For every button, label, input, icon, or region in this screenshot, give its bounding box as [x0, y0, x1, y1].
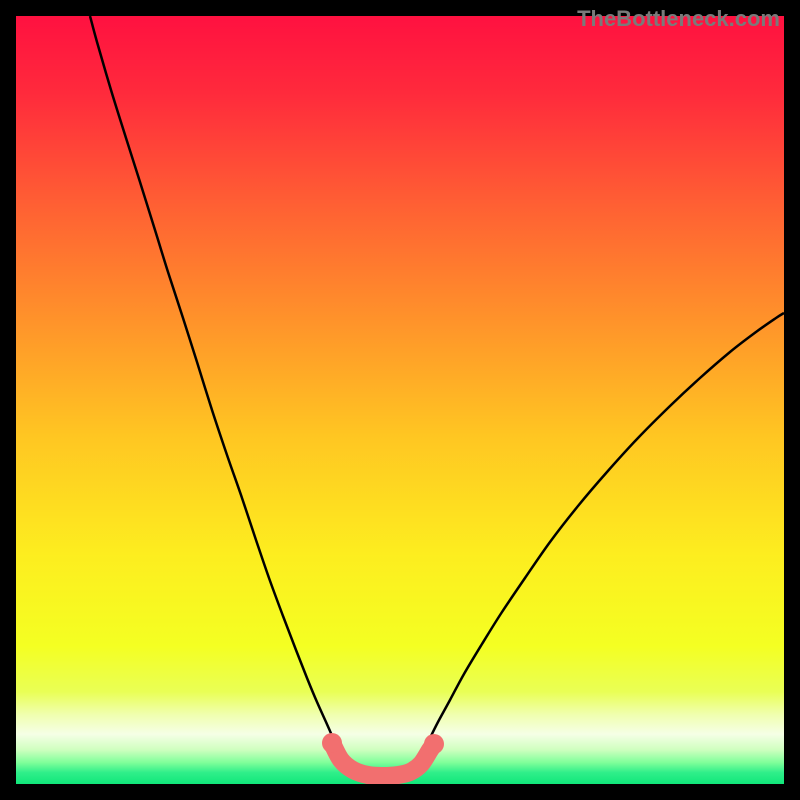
gradient-bg — [16, 16, 784, 784]
endpoint-dot — [424, 734, 444, 754]
chart-svg — [16, 16, 784, 784]
plot-area — [16, 16, 784, 784]
endpoint-dot — [322, 733, 342, 753]
watermark-text: TheBottleneck.com — [577, 6, 780, 32]
